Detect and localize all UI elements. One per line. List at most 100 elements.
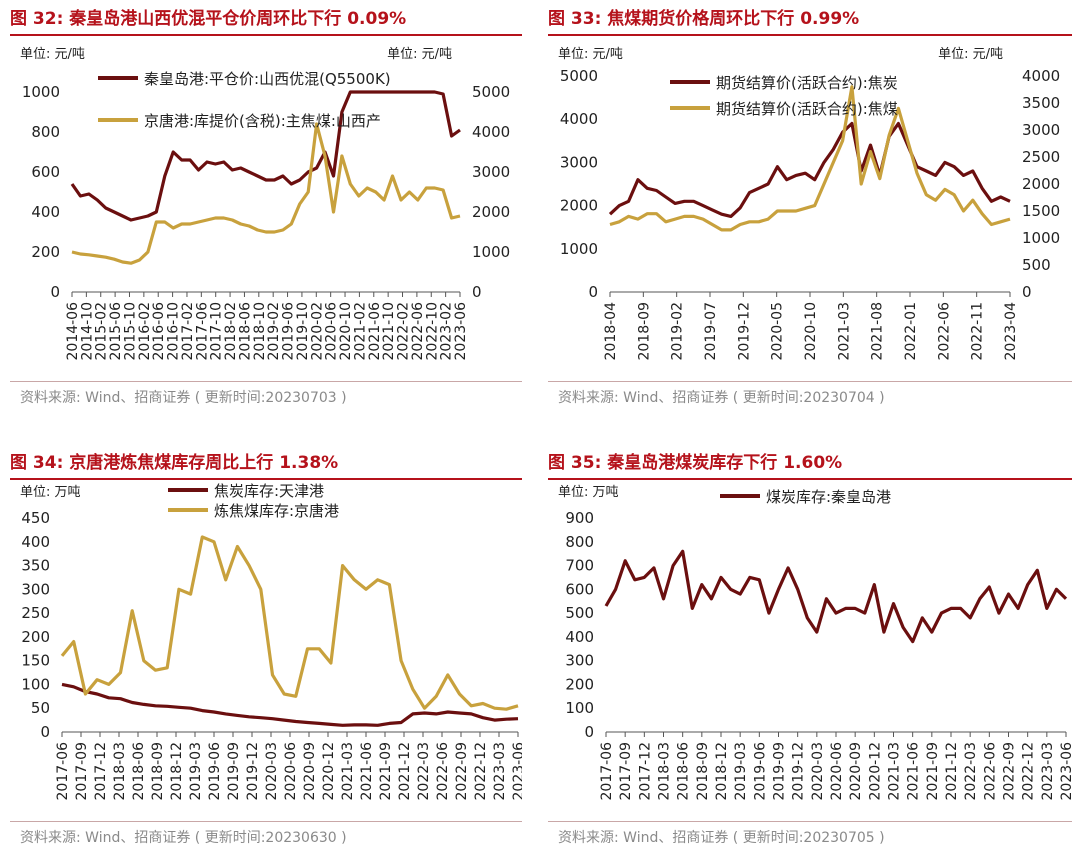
x-tick-label: 2019-12	[791, 742, 807, 801]
x-tick-label: 2022-12	[1021, 742, 1037, 801]
x-tick-label: 2021-03	[887, 742, 903, 801]
y-tick-label-left: 900	[565, 509, 594, 527]
y-tick-label-left: 800	[565, 533, 594, 551]
panel-title: 图 35: 秦皇岛港煤炭库存下行 1.60%	[548, 453, 843, 473]
x-tick-label: 2018-02	[223, 302, 239, 361]
y-tick-label-left: 200	[31, 243, 60, 261]
x-tick-label: 2017-02	[180, 302, 196, 361]
y-tick-label-right: 500	[1022, 256, 1051, 274]
x-tick-label: 2015-06	[108, 302, 124, 361]
y-tick-label-left: 800	[31, 123, 60, 141]
unit-label-left: 单位: 元/吨	[20, 47, 85, 62]
source-note: 资料来源: Wind、招商证券 ( 更新时间:20230704 )	[558, 390, 885, 406]
y-tick-label-left: 100	[565, 699, 594, 717]
x-tick-label: 2018-12	[169, 742, 185, 801]
series-line	[604, 549, 1068, 644]
x-tick-label: 2022-03	[963, 742, 979, 801]
legend-label: 秦皇岛港:平仓价:山西优混(Q5500K)	[144, 70, 391, 88]
x-tick-label: 2023-06	[511, 742, 522, 801]
x-tick-label: 2021-06	[906, 742, 922, 801]
title-rule	[10, 478, 522, 480]
unit-label-left: 单位: 万吨	[20, 485, 81, 500]
x-tick-label: 2019-06	[281, 302, 297, 361]
x-tick-label: 2014-10	[79, 302, 95, 361]
y-tick-label-left: 0	[584, 723, 594, 741]
y-tick-label-left: 450	[21, 509, 50, 527]
x-tick-label: 2020-10	[338, 302, 354, 361]
panel-title: 图 34: 京唐港炼焦煤库存周比上行 1.38%	[10, 453, 339, 473]
x-tick-label: 2021-03	[340, 742, 356, 801]
y-tick-label-left: 600	[565, 580, 594, 598]
series-line	[609, 85, 1011, 232]
x-tick-label: 2022-03	[416, 742, 432, 801]
x-tick-label: 2022-06	[982, 742, 998, 801]
x-tick-label: 2016-10	[166, 302, 182, 361]
legend-label: 期货结算价(活跃合约):焦炭	[716, 74, 898, 92]
x-tick-label: 2023-06	[1059, 742, 1072, 801]
y-tick-label-left: 300	[21, 580, 50, 598]
x-tick-label: 2021-09	[378, 742, 394, 801]
x-tick-label: 2021-06	[359, 742, 375, 801]
x-tick-label: 2021-06	[367, 302, 383, 361]
x-tick-label: 2020-06	[829, 742, 845, 801]
unit-label-left: 单位: 万吨	[558, 485, 619, 500]
x-tick-label: 2019-02	[266, 302, 282, 361]
x-tick-label: 2020-09	[848, 742, 864, 801]
panel-title: 图 32: 秦皇岛港山西优混平仓价周环比下行 0.09%	[10, 9, 407, 29]
x-tick-label: 2019-12	[736, 302, 752, 361]
y-tick-label-right: 5000	[472, 83, 510, 101]
x-tick-label: 2019-06	[752, 742, 768, 801]
x-tick-label: 2020-12	[867, 742, 883, 801]
legend-label: 炼焦煤库存:京唐港	[214, 502, 339, 520]
y-tick-label-left: 400	[31, 203, 60, 221]
x-tick-label: 2020-06	[324, 302, 340, 361]
x-tick-label: 2020-03	[264, 742, 280, 801]
x-tick-label: 2017-12	[93, 742, 109, 801]
x-tick-label: 2021-12	[397, 742, 413, 801]
x-tick-label: 2020-06	[283, 742, 299, 801]
x-tick-label: 2017-10	[209, 302, 225, 361]
series-line	[608, 121, 1011, 218]
y-tick-label-left: 250	[21, 604, 50, 622]
x-tick-label: 2018-09	[150, 742, 166, 801]
x-tick-label: 2020-10	[803, 302, 819, 361]
x-tick-label: 2018-06	[676, 742, 692, 801]
x-tick-label: 2019-10	[295, 302, 311, 361]
chart-fig32: 单位: 元/吨 单位: 元/吨 0 200 400 600 800 1000 0 1000 2000…	[20, 47, 510, 361]
source-note: 资料来源: Wind、招商证券 ( 更新时间:20230703 )	[20, 390, 347, 406]
x-tick-label: 2023-03	[492, 742, 508, 801]
y-tick-label-left: 400	[565, 628, 594, 646]
x-tick-label: 2021-09	[925, 742, 941, 801]
x-tick-label: 2021-08	[870, 302, 886, 361]
y-tick-label-left: 600	[31, 163, 60, 181]
x-tick-label: 2016-06	[151, 302, 167, 361]
x-tick-label: 2019-12	[245, 742, 261, 801]
title-rule	[548, 478, 1072, 480]
y-tick-label-left: 2000	[560, 197, 598, 215]
y-tick-label-left: 1000	[560, 240, 598, 258]
x-tick-label: 2023-03	[1040, 742, 1056, 801]
x-tick-label: 2020-05	[770, 302, 786, 361]
y-tick-label-left: 300	[565, 652, 594, 670]
y-tick-label-right: 3000	[1022, 121, 1060, 139]
x-tick-label: 2018-03	[112, 742, 128, 801]
x-tick-label: 2018-03	[657, 742, 673, 801]
y-tick-label-right: 3500	[1022, 94, 1060, 112]
legend-label: 焦炭库存:天津港	[214, 482, 324, 500]
x-tick-label: 2019-02	[670, 302, 686, 361]
source-rule	[10, 381, 522, 382]
x-tick-label: 2015-02	[94, 302, 110, 361]
unit-label-right: 单位: 元/吨	[938, 47, 1003, 62]
series-line	[60, 535, 519, 711]
y-tick-label-right: 1500	[1022, 202, 1060, 220]
y-tick-label-left: 1000	[22, 83, 60, 101]
x-tick-label: 2018-04	[603, 302, 619, 361]
y-tick-label-left: 3000	[560, 153, 598, 171]
x-tick-label: 2018-06	[237, 302, 253, 361]
y-tick-label-left: 400	[21, 533, 50, 551]
x-tick-label: 2023-06	[453, 302, 469, 361]
x-tick-label: 2017-06	[194, 302, 210, 361]
y-tick-label-right: 1000	[472, 243, 510, 261]
y-tick-label-right: 0	[472, 283, 482, 301]
x-tick-label: 2021-10	[381, 302, 397, 361]
